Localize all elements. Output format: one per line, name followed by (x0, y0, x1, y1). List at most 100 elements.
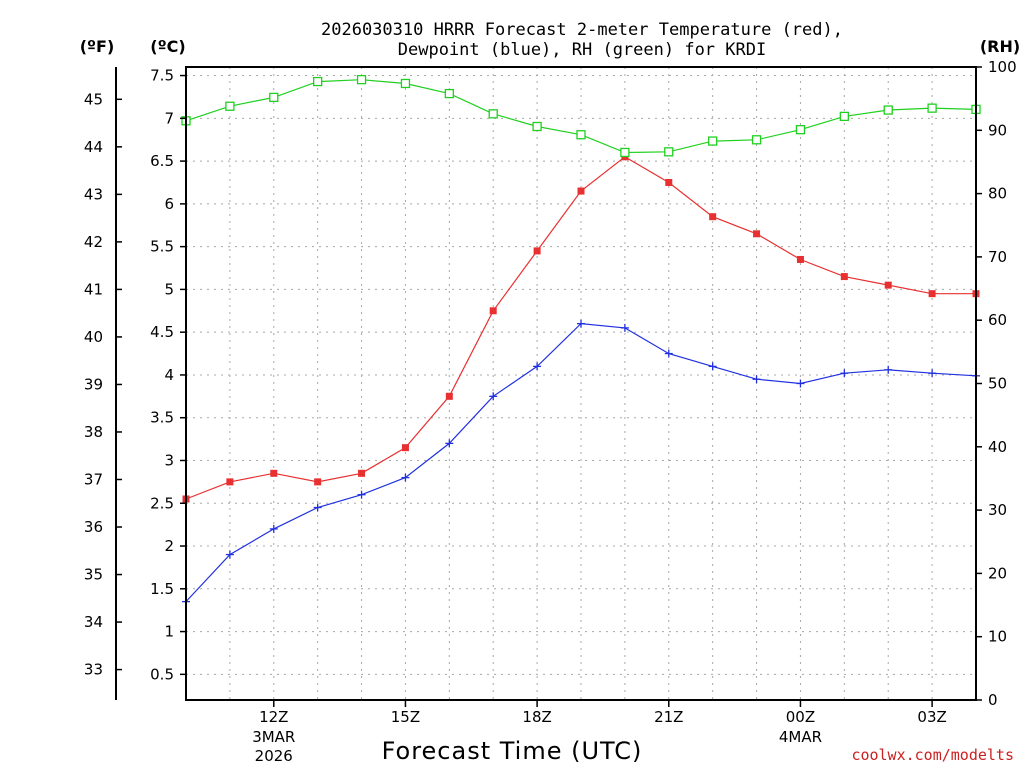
rh-tick-label: 100 (988, 58, 1017, 76)
x-tick-label: 18Z (522, 708, 551, 726)
fahrenheit-tick-label: 33 (84, 661, 103, 679)
x-tick-label: 15Z (391, 708, 420, 726)
celsius-tick-label: 5 (164, 280, 174, 298)
temperature-point (401, 444, 409, 452)
dewpoint-line (185, 322, 977, 603)
x-axis-title: Forecast Time (UTC) (382, 737, 643, 765)
fahrenheit-tick-label: 38 (84, 423, 103, 441)
series-layer (181, 75, 981, 606)
credit-label: coolwx.com/modelts (851, 746, 1014, 764)
temperature-point (577, 187, 585, 195)
celsius-tick-label: 7.5 (150, 67, 174, 85)
dewpoint-point (884, 365, 893, 374)
x-tick-date-label: 3MAR (252, 728, 295, 746)
celsius-tick-label: 1.5 (150, 580, 174, 598)
rh-point (356, 75, 367, 85)
dewpoint-point (225, 550, 234, 559)
temperature-point (665, 178, 673, 186)
rh-tick-label: 20 (988, 564, 1007, 582)
dewpoint-point (928, 369, 937, 378)
celsius-tick-label: 2 (164, 537, 174, 555)
rh-point (532, 121, 542, 132)
fahrenheit-tick-label: 39 (84, 375, 103, 393)
fahrenheit-tick-label: 40 (84, 328, 103, 346)
dewpoint-point (577, 319, 585, 328)
temperature-point (884, 281, 892, 289)
temperature-point (314, 478, 322, 486)
temperature-point (753, 230, 761, 238)
dewpoint-point (357, 490, 366, 499)
rh-point (313, 76, 323, 87)
dewpoint-point (313, 503, 322, 512)
rh-axis: 0 10 20 30 40 50 60 70 80 90 100 (976, 58, 1017, 709)
chart-title-line-2: Dewpoint (blue), RH (green) for KRDI (398, 40, 766, 60)
fahrenheit-tick-label: 44 (84, 138, 103, 156)
dewpoint-point (752, 375, 761, 384)
grid-lines (185, 67, 977, 700)
x-tick-date-label: 2026 (255, 747, 293, 765)
celsius-tick-label: 0.5 (150, 665, 174, 683)
temperature-point (533, 247, 541, 255)
rh-tick-label: 50 (988, 375, 1007, 393)
rh-tick-label: 40 (988, 438, 1007, 456)
celsius-tick-label: 4 (164, 366, 174, 384)
x-tick-label: 03Z (917, 708, 946, 726)
rh-point (664, 147, 674, 157)
x-tick-label: 12Z (259, 708, 288, 726)
celsius-tick-label: 6 (164, 195, 174, 213)
rh-point (488, 109, 498, 119)
rh-unit-label: (RH) (980, 37, 1020, 56)
dewpoint-point (708, 362, 717, 371)
fahrenheit-tick-label: 45 (84, 90, 103, 108)
rh-point (708, 136, 718, 146)
rh-point (225, 101, 235, 111)
rh-tick-label: 80 (988, 185, 1007, 203)
rh-tick-label: 60 (988, 311, 1007, 329)
rh-tick-label: 30 (988, 501, 1007, 519)
x-tick-label: 00Z (786, 708, 815, 726)
fahrenheit-tick-label: 37 (84, 470, 103, 488)
x-tick-label: 21Z (654, 708, 683, 726)
fahrenheit-tick-label: 43 (84, 185, 103, 203)
fahrenheit-tick-label: 42 (84, 233, 103, 251)
fahrenheit-tick-label: 41 (84, 280, 103, 298)
temperature-point (445, 392, 453, 400)
celsius-tick-label: 1 (164, 623, 174, 641)
fahrenheit-tick-label: 35 (84, 566, 103, 584)
fahrenheit-unit-label: (ºF) (80, 37, 115, 56)
temperature-point (928, 290, 936, 298)
rh-point (751, 135, 762, 145)
rh-point (927, 103, 937, 113)
temperature-point (840, 273, 848, 281)
rh-point (444, 88, 454, 99)
dewpoint-point (796, 379, 805, 388)
celsius-tick-label: 3.5 (150, 409, 174, 427)
temperature-point (709, 213, 717, 221)
rh-tick-label: 70 (988, 248, 1007, 266)
celsius-tick-label: 4.5 (150, 323, 174, 341)
temperature-point (796, 255, 804, 263)
rh-tick-label: 0 (988, 691, 998, 709)
dewpoint-point (401, 473, 410, 482)
celsius-axis: 0.5 1 1.5 2 2.5 3 3.5 4 4.5 5 5.5 6 6.5 7 7.5 (150, 67, 186, 683)
dewpoint-point (269, 524, 278, 533)
celsius-tick-label: 6.5 (150, 152, 174, 170)
rh-point (620, 147, 630, 158)
dewpoint-point (533, 362, 542, 371)
celsius-tick-label: 2.5 (150, 494, 174, 512)
dewpoint-point (664, 349, 673, 358)
rh-point (576, 130, 586, 140)
celsius-unit-label: (ºC) (150, 37, 185, 56)
rh-point (883, 105, 893, 115)
celsius-tick-label: 3 (164, 451, 174, 469)
celsius-tick-label: 7 (164, 109, 174, 127)
rh-tick-label: 10 (988, 628, 1007, 646)
temperature-point (226, 478, 234, 486)
fahrenheit-axis: 33 34 35 36 37 38 39 40 41 42 43 44 45 (84, 90, 122, 679)
dewpoint-point (489, 392, 498, 401)
dewpoint-point (445, 439, 454, 448)
rh-point (839, 111, 849, 122)
fahrenheit-tick-label: 36 (84, 518, 103, 536)
